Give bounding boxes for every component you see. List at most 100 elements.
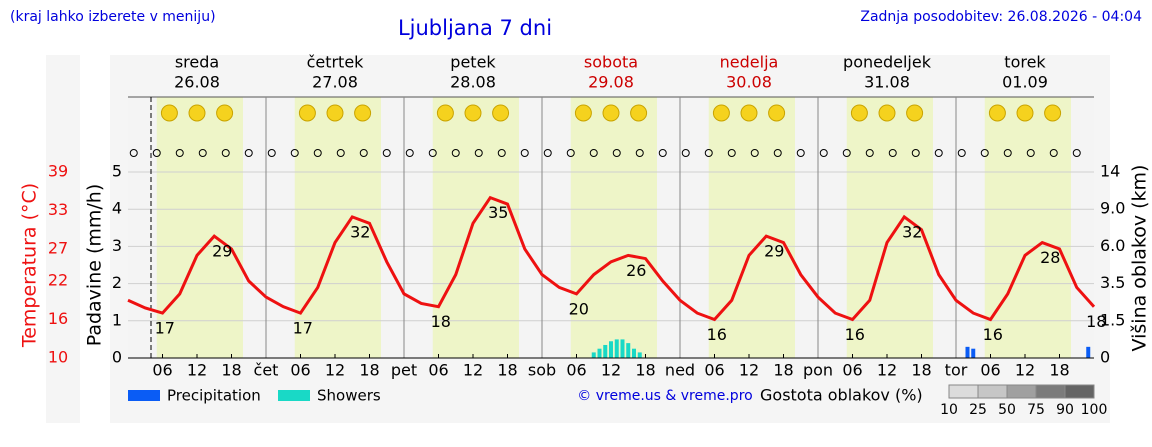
wind-indicator — [842, 149, 851, 157]
weather-icon — [298, 104, 316, 122]
wind-indicator — [727, 149, 736, 157]
y2-tick-label: 27 — [48, 238, 68, 257]
wind-indicator — [1049, 149, 1058, 157]
cloud-legend-label: 50 — [998, 402, 1016, 418]
precip-bar — [1086, 346, 1091, 358]
temperature-label: 35 — [488, 203, 508, 222]
y3-tick-label: 9.0 — [1100, 199, 1125, 218]
x-tick-label: pet — [391, 361, 417, 380]
daylight-band — [294, 97, 381, 358]
temperature-label: 16 — [707, 325, 727, 344]
cloud-legend-label: 100 — [1081, 402, 1108, 418]
y3-tick-label: 6.0 — [1100, 236, 1125, 255]
temperature-label: 17 — [155, 319, 175, 338]
wind-indicator — [221, 149, 230, 157]
precip-bar — [591, 352, 596, 358]
precip-bar — [609, 341, 613, 358]
day-date: 26.08 — [174, 73, 220, 92]
legend-label: Showers — [317, 387, 381, 405]
y2-tick-label: 39 — [48, 162, 68, 181]
wind-indicator — [658, 149, 667, 157]
day-name: ponedeljek — [843, 53, 932, 72]
wind-indicator — [290, 149, 299, 157]
legend-swatch — [128, 390, 160, 401]
precip-bar — [620, 339, 625, 358]
x-tick-label: 18 — [359, 361, 379, 380]
wind-indicator — [934, 149, 943, 157]
x-tick-label: 06 — [704, 361, 724, 380]
day-date: 01.09 — [1002, 73, 1048, 92]
updated: Zadnja posodobitev: 26.08.2026 - 04:04 — [860, 9, 1142, 25]
cloud-legend-label: 90 — [1056, 402, 1074, 418]
y-tick-label: 0 — [112, 348, 122, 367]
precip-bar — [637, 352, 642, 358]
x-tick-label: 06 — [566, 361, 586, 380]
y2-label: Temperatura (°C) — [19, 183, 41, 348]
precip-bar — [971, 348, 976, 358]
wind-indicator — [152, 149, 161, 157]
day-name: sobota — [584, 53, 638, 72]
daylight-band — [156, 97, 243, 358]
y-label: Padavine (mm/h) — [84, 184, 106, 347]
y3-tick-label: 3.5 — [1100, 273, 1125, 292]
legend-label: Precipitation — [167, 387, 261, 405]
wind-indicator — [612, 149, 621, 157]
weather-icon — [160, 104, 178, 122]
weather-icon — [574, 104, 592, 122]
weather-icon — [630, 104, 648, 122]
temperature-label: 16 — [845, 325, 865, 344]
day-name: petek — [450, 53, 496, 72]
y-tick-label: 4 — [112, 199, 122, 218]
wind-indicator — [244, 149, 253, 157]
cloud-legend-title: Gostota oblakov (%) — [760, 386, 923, 405]
x-tick-label: 12 — [463, 361, 483, 380]
cloud-legend-box — [1006, 384, 1037, 399]
wind-indicator — [497, 149, 506, 157]
weather-icon — [492, 104, 510, 122]
y-tick-label: 1 — [112, 310, 122, 329]
day-name: četrtek — [307, 53, 365, 72]
cloud-legend-label: 25 — [969, 402, 987, 418]
wind-indicator — [520, 149, 529, 157]
y2-tick-label: 33 — [48, 200, 68, 219]
credit: © vreme.us & vreme.pro — [577, 388, 752, 404]
wind-indicator — [750, 149, 759, 157]
wind-indicator — [313, 149, 322, 157]
temperature-label: 29 — [212, 242, 232, 261]
x-tick-label: sob — [528, 361, 556, 380]
temperature-label: 18 — [431, 312, 451, 331]
temperature-label: 17 — [293, 319, 313, 338]
wind-indicator — [704, 149, 713, 157]
precip-bar — [626, 343, 631, 358]
x-tick-label: 18 — [635, 361, 655, 380]
day-name: sreda — [175, 53, 219, 72]
wind-indicator — [635, 149, 644, 157]
x-tick-label: 12 — [1015, 361, 1035, 380]
x-tick-label: 18 — [911, 361, 931, 380]
temperature-label: 32 — [902, 222, 922, 241]
title: Ljubljana 7 dni — [398, 16, 552, 40]
weather-icon — [850, 104, 868, 122]
wind-indicator — [405, 149, 414, 157]
x-tick-label: 12 — [739, 361, 759, 380]
x-tick-label: 18 — [1049, 361, 1069, 380]
x-tick-label: 06 — [980, 361, 1000, 380]
wind-indicator — [957, 149, 966, 157]
x-tick-label: 12 — [187, 361, 207, 380]
temperature-label: 32 — [350, 222, 370, 241]
weather-icon — [464, 104, 482, 122]
cloud-legend-box — [1035, 384, 1066, 399]
y3-tick-label: 1.5 — [1100, 310, 1125, 329]
note: (kraj lahko izberete v meniju) — [10, 9, 216, 25]
day-date: 28.08 — [450, 73, 496, 92]
wind-indicator — [175, 149, 184, 157]
daylight-band — [432, 97, 519, 358]
wind-indicator — [1026, 149, 1035, 157]
weather-icon — [602, 104, 620, 122]
wind-indicator — [796, 149, 805, 157]
x-tick-label: 12 — [325, 361, 345, 380]
y3-tick-label: 0 — [1100, 348, 1110, 367]
precip-bar — [597, 348, 602, 358]
x-tick-label: 06 — [428, 361, 448, 380]
temperature-label: 26 — [626, 261, 646, 280]
